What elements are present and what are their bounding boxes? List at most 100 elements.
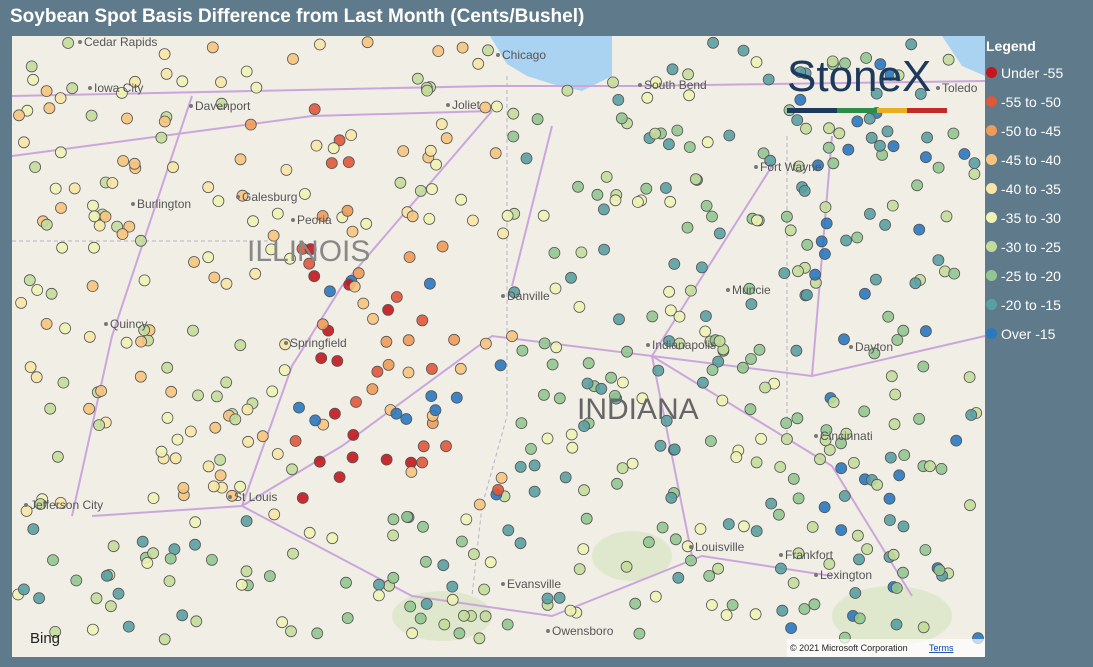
location-dot bbox=[787, 472, 800, 485]
location-dot bbox=[54, 92, 67, 104]
location-dot bbox=[737, 44, 750, 57]
location-dot bbox=[214, 453, 227, 466]
location-dot bbox=[497, 227, 510, 240]
location-dot bbox=[636, 392, 649, 405]
location-dot bbox=[787, 577, 800, 589]
location-dot bbox=[561, 84, 574, 97]
location-dot bbox=[591, 188, 604, 201]
place-marker bbox=[496, 53, 500, 57]
location-dot bbox=[207, 480, 220, 493]
location-dot bbox=[819, 201, 832, 214]
location-dot bbox=[303, 526, 316, 539]
place-marker bbox=[501, 582, 505, 586]
legend-item[interactable]: -25 to -20 bbox=[986, 261, 1063, 290]
legend-item[interactable]: -20 to -15 bbox=[986, 290, 1063, 319]
place-marker bbox=[291, 218, 295, 222]
location-dot bbox=[781, 433, 793, 446]
location-dot bbox=[753, 343, 766, 356]
location-dot bbox=[879, 218, 891, 231]
location-dot bbox=[190, 615, 203, 628]
location-dot bbox=[701, 136, 714, 149]
location-dot bbox=[424, 144, 437, 157]
location-dot bbox=[414, 184, 427, 197]
location-dot bbox=[112, 587, 125, 600]
location-dot bbox=[706, 364, 719, 376]
location-dot bbox=[371, 365, 384, 378]
location-dot bbox=[167, 161, 179, 174]
legend-swatch bbox=[986, 67, 997, 78]
location-dot bbox=[723, 129, 736, 142]
location-dot bbox=[849, 587, 862, 599]
location-dot bbox=[914, 88, 927, 100]
location-dot bbox=[70, 574, 83, 587]
location-dot bbox=[514, 460, 527, 473]
location-dot bbox=[827, 157, 840, 170]
place-marker bbox=[754, 165, 758, 169]
place-marker bbox=[814, 573, 818, 577]
legend-item[interactable]: -40 to -35 bbox=[986, 174, 1063, 203]
legend-item[interactable]: Over -15 bbox=[986, 319, 1063, 348]
location-dot bbox=[621, 345, 633, 358]
terms-link[interactable]: Terms bbox=[929, 643, 954, 653]
location-dot bbox=[212, 195, 225, 208]
location-dot bbox=[380, 453, 393, 466]
legend-label: Over -15 bbox=[1001, 325, 1056, 342]
location-dot bbox=[346, 225, 359, 238]
location-dot bbox=[423, 277, 436, 290]
location-dot bbox=[315, 352, 328, 365]
location-dot bbox=[105, 600, 117, 613]
location-dot bbox=[852, 529, 864, 542]
location-dot bbox=[341, 612, 354, 624]
location-dot bbox=[134, 234, 147, 247]
location-dot bbox=[833, 127, 846, 140]
location-dot bbox=[24, 361, 37, 374]
location-dot bbox=[54, 496, 67, 509]
location-dot bbox=[791, 412, 804, 425]
location-dot bbox=[45, 287, 58, 300]
location-dot bbox=[520, 152, 533, 165]
location-dot bbox=[202, 181, 215, 194]
location-dot bbox=[304, 243, 317, 256]
location-dot bbox=[700, 310, 712, 323]
legend-item[interactable]: -45 to -40 bbox=[986, 145, 1063, 174]
location-dot bbox=[205, 554, 218, 566]
location-dot bbox=[700, 199, 713, 212]
location-dot bbox=[660, 182, 672, 194]
location-dot bbox=[280, 163, 293, 176]
location-dot bbox=[573, 563, 586, 575]
location-dot bbox=[214, 469, 227, 482]
place-marker bbox=[501, 294, 505, 298]
location-dot bbox=[303, 257, 316, 270]
legend-item[interactable]: -35 to -30 bbox=[986, 203, 1063, 232]
location-dot bbox=[685, 284, 697, 297]
provider: Bing bbox=[30, 630, 60, 647]
location-dot bbox=[27, 523, 40, 536]
location-dot bbox=[141, 557, 154, 569]
place-marker bbox=[726, 288, 730, 292]
legend-label: -35 to -30 bbox=[1001, 209, 1061, 226]
location-dot bbox=[416, 456, 429, 469]
location-dot bbox=[888, 418, 901, 431]
location-dot bbox=[948, 267, 961, 280]
legend-item[interactable]: -30 to -25 bbox=[986, 232, 1063, 261]
location-dot bbox=[528, 485, 541, 498]
location-dot bbox=[942, 53, 955, 66]
location-dot bbox=[184, 425, 197, 438]
location-dot bbox=[188, 256, 200, 268]
map: ILLINOIS INDIANA Cedar Rapids Iowa City Da… bbox=[12, 36, 985, 657]
location-dot bbox=[762, 73, 775, 86]
location-dot bbox=[564, 604, 577, 617]
location-dot bbox=[792, 492, 805, 505]
location-dot bbox=[643, 536, 655, 549]
location-dot bbox=[577, 543, 590, 555]
location-dot bbox=[826, 55, 839, 68]
legend-item[interactable]: Under -55 bbox=[986, 58, 1063, 87]
location-dot bbox=[177, 481, 190, 494]
legend-item[interactable]: -50 to -45 bbox=[986, 116, 1063, 145]
location-dot bbox=[950, 434, 963, 447]
location-dot bbox=[176, 609, 189, 622]
legend-item[interactable]: -55 to -50 bbox=[986, 87, 1063, 116]
location-dot bbox=[911, 179, 923, 192]
place-marker bbox=[779, 553, 783, 557]
location-dot bbox=[202, 460, 215, 473]
